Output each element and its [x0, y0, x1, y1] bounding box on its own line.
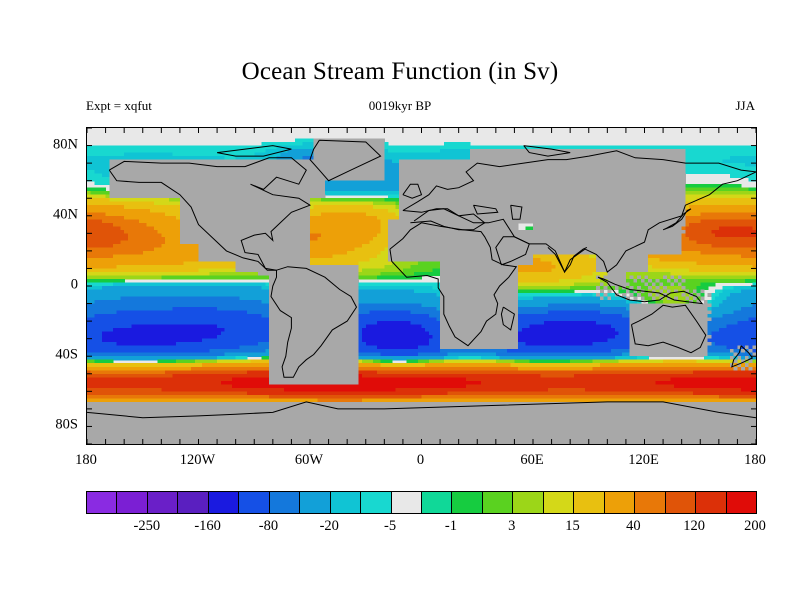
coastline: [309, 139, 382, 182]
colorbar-swatch: [269, 492, 301, 513]
coastline: [731, 345, 754, 368]
colorbar-tick-label: -20: [319, 518, 339, 534]
figure-subtitle: 0019kyr BP: [368, 98, 432, 113]
y-tick-label: 40S: [55, 346, 78, 363]
coastline: [217, 145, 292, 157]
colorbar-swatch: [604, 492, 636, 513]
colorbar-swatch: [665, 492, 697, 513]
x-tick-label: 60E: [520, 452, 544, 468]
y-tick-label: 80N: [53, 136, 78, 153]
colorbar-swatch: [421, 492, 453, 513]
x-tick-label: 180: [744, 452, 766, 468]
y-tick-label: 80S: [55, 416, 78, 433]
x-tick-label: 60W: [294, 452, 324, 468]
colorbar-tick-label: -5: [384, 518, 397, 534]
colorbar-swatch: [239, 492, 270, 513]
coastline: [597, 276, 704, 305]
coastline: [389, 222, 518, 347]
colorbar-tick-label: 120: [683, 518, 706, 534]
colorbar-swatch: [452, 492, 483, 513]
season-label: JJA: [735, 98, 755, 113]
coastline: [402, 150, 756, 211]
colorbar-swatch: [543, 492, 575, 513]
x-tick-label: 0: [416, 452, 425, 468]
colorbar-swatch: [574, 492, 605, 513]
map-plot-area: [86, 127, 757, 445]
colorbar-swatch: [482, 492, 514, 513]
colorbar-swatch: [300, 492, 331, 513]
colorbar-swatch: [391, 492, 422, 513]
page-title: Ocean Stream Function (in Sv): [241, 58, 559, 85]
colorbar-tick-label: -160: [194, 518, 221, 534]
colorbar-swatch: [147, 492, 179, 513]
coastline: [510, 204, 523, 220]
coastline: [402, 183, 423, 199]
colorbar-tick-label: 15: [565, 518, 580, 534]
colorbar-tick-label: -80: [258, 518, 279, 534]
coastline: [109, 157, 312, 271]
experiment-label: Expt = xqfut: [86, 98, 152, 113]
colorbar-tick-label: -1: [444, 518, 457, 534]
coastline: [495, 236, 530, 266]
coastline: [523, 145, 571, 157]
colorbar-swatch: [87, 492, 118, 513]
colorbar-swatch: [330, 492, 362, 513]
coastline: [547, 246, 588, 273]
colorbar-swatch: [635, 492, 666, 513]
coastline: [473, 204, 499, 215]
colorbar-swatch: [696, 492, 727, 513]
colorbar: [86, 491, 757, 514]
colorbar-tick-label: 200: [744, 518, 766, 534]
coastline: [270, 266, 358, 378]
x-tick-label: 120E: [628, 452, 659, 468]
colorbar-tick-label: 3: [508, 518, 516, 534]
coastline: [87, 401, 756, 419]
ocean-stream-function-map: [87, 128, 756, 444]
colorbar-swatch: [361, 492, 392, 513]
colorbar-swatch: [178, 492, 209, 513]
x-tick-label: 120W: [179, 452, 216, 468]
colorbar-swatch: [513, 492, 544, 513]
colorbar-tick-label: 40: [626, 518, 641, 534]
coastline: [662, 208, 692, 231]
coastline: [410, 208, 486, 231]
colorbar-swatch: [726, 492, 756, 513]
x-tick-label: 180: [75, 452, 97, 468]
colorbar-swatch: [208, 492, 240, 513]
y-tick-label: 0: [70, 276, 78, 293]
colorbar-swatch: [117, 492, 148, 513]
y-tick-label: 40N: [53, 206, 78, 223]
coastline: [631, 304, 707, 354]
coastline: [500, 306, 515, 331]
colorbar-tick-label: -250: [133, 518, 161, 534]
coastline: [402, 171, 756, 274]
coastline: [108, 169, 277, 271]
